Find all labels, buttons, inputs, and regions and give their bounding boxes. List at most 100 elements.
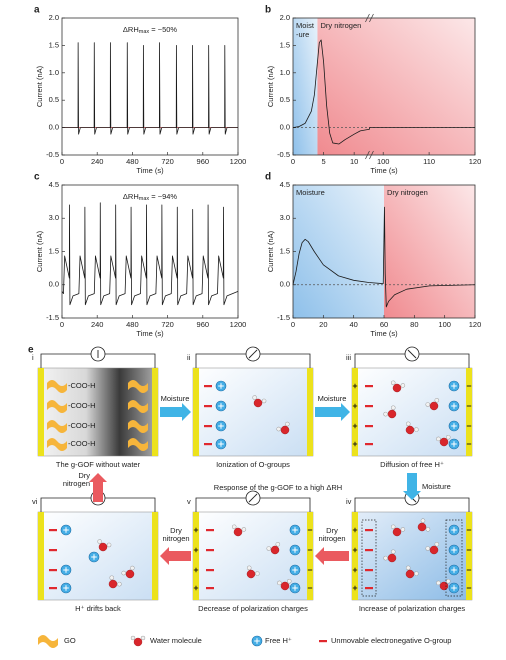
panel-label: a [34, 5, 40, 16]
ammeter-needle [248, 493, 258, 503]
transition-label: Moisture [318, 394, 347, 403]
hydrogen [275, 542, 281, 547]
hydrogen [400, 527, 406, 532]
axis-break [365, 13, 370, 23]
go-shape [47, 400, 67, 413]
go-shape [128, 438, 148, 451]
x-tick-label: 960 [197, 320, 210, 329]
free-proton [215, 380, 227, 392]
oxygen [125, 569, 135, 579]
electrode [38, 368, 44, 456]
oxygen [98, 542, 108, 552]
x-tick-label: 0 [291, 320, 295, 329]
hydrogen [109, 575, 114, 580]
free-proton [289, 582, 301, 594]
y-tick-label: 1.5 [49, 246, 59, 255]
y-tick-label: 1.0 [49, 68, 59, 77]
hydrogen [285, 421, 290, 427]
o-group [365, 529, 373, 532]
axis-break [365, 150, 370, 160]
x-tick-label: 720 [161, 157, 174, 166]
free-proton [448, 582, 460, 594]
step-numeral: v [187, 497, 191, 506]
hydrogen [97, 539, 102, 544]
y-tick-label: 0.0 [49, 123, 59, 132]
y-axis-label: Current (nA) [266, 230, 275, 272]
hydrogen [121, 570, 126, 576]
hydrogen [414, 427, 419, 432]
oxygen [417, 522, 427, 532]
x-tick-label: 40 [349, 320, 357, 329]
x-tick-label: 720 [161, 320, 174, 329]
transition-label: nitrogen [318, 534, 345, 543]
go-shape [38, 635, 58, 648]
oxygen [392, 527, 402, 537]
water-molecule [276, 421, 290, 435]
step-caption: The g-GOF without water [56, 460, 141, 469]
oxygen [246, 569, 256, 579]
y-tick-label: 1.5 [280, 40, 290, 49]
free-proton [251, 635, 263, 647]
go-sheet [128, 420, 148, 433]
y-axis-label: Current (nA) [266, 65, 275, 107]
water-molecule [97, 539, 112, 552]
o-group [206, 569, 214, 572]
diagram-title: Response of the g-GOF to a high ΔRH [214, 483, 342, 492]
o-group [365, 443, 373, 446]
y-tick-label: -0.5 [277, 150, 290, 159]
water-molecule [108, 575, 122, 589]
hydrogen [425, 402, 431, 407]
hydrogen [425, 527, 431, 532]
panel-label: b [265, 5, 271, 16]
hydrogen [383, 411, 388, 417]
hydrogen [405, 421, 411, 427]
free-proton [289, 544, 301, 556]
o-group [365, 425, 373, 428]
water-molecule [383, 549, 397, 563]
region [293, 18, 318, 155]
oxygen [387, 409, 397, 419]
go-shape [47, 420, 67, 433]
go-shape [47, 380, 67, 393]
water-molecule [425, 542, 440, 555]
oxygen [429, 401, 439, 411]
o-group [206, 549, 214, 552]
go-sheet [128, 380, 148, 393]
transition-arrow [315, 403, 350, 421]
x-tick-label: 1200 [230, 320, 247, 329]
legend-label: Water molecule [150, 636, 202, 645]
go-shape [128, 420, 148, 433]
free-proton [88, 551, 100, 563]
transition-arrow [160, 547, 191, 565]
oxygen [280, 425, 290, 435]
water-molecule [405, 421, 419, 435]
o-group [204, 425, 212, 428]
y-tick-label: 3.0 [280, 213, 290, 222]
o-group [204, 443, 212, 446]
free-proton [448, 400, 460, 412]
hydrogen [276, 426, 281, 432]
y-tick-label: 4.5 [280, 180, 290, 189]
panel-label: e [28, 345, 34, 356]
hydrogen [436, 436, 441, 442]
axis-break [369, 13, 374, 23]
oxygen [108, 579, 118, 589]
transition-label: nitrogen [63, 479, 90, 488]
hydrogen [436, 580, 441, 586]
region [317, 18, 475, 155]
hydrogen [117, 581, 122, 587]
y-tick-label: 1.5 [280, 246, 290, 255]
o-group [319, 640, 327, 643]
free-proton [448, 524, 460, 536]
x-tick-label: 240 [91, 320, 104, 329]
step-numeral: ii [187, 353, 191, 362]
annotation-part: ΔRH [123, 192, 139, 201]
hydrogen [434, 542, 440, 547]
water-molecule [121, 565, 135, 579]
x-tick-label: 20 [319, 320, 327, 329]
transition-label: Dry [170, 526, 182, 535]
y-axis-label: Current (nA) [35, 230, 44, 272]
annotation-part: max [139, 29, 150, 35]
y-tick-label: -1.5 [277, 313, 290, 322]
water-molecule [231, 524, 247, 537]
